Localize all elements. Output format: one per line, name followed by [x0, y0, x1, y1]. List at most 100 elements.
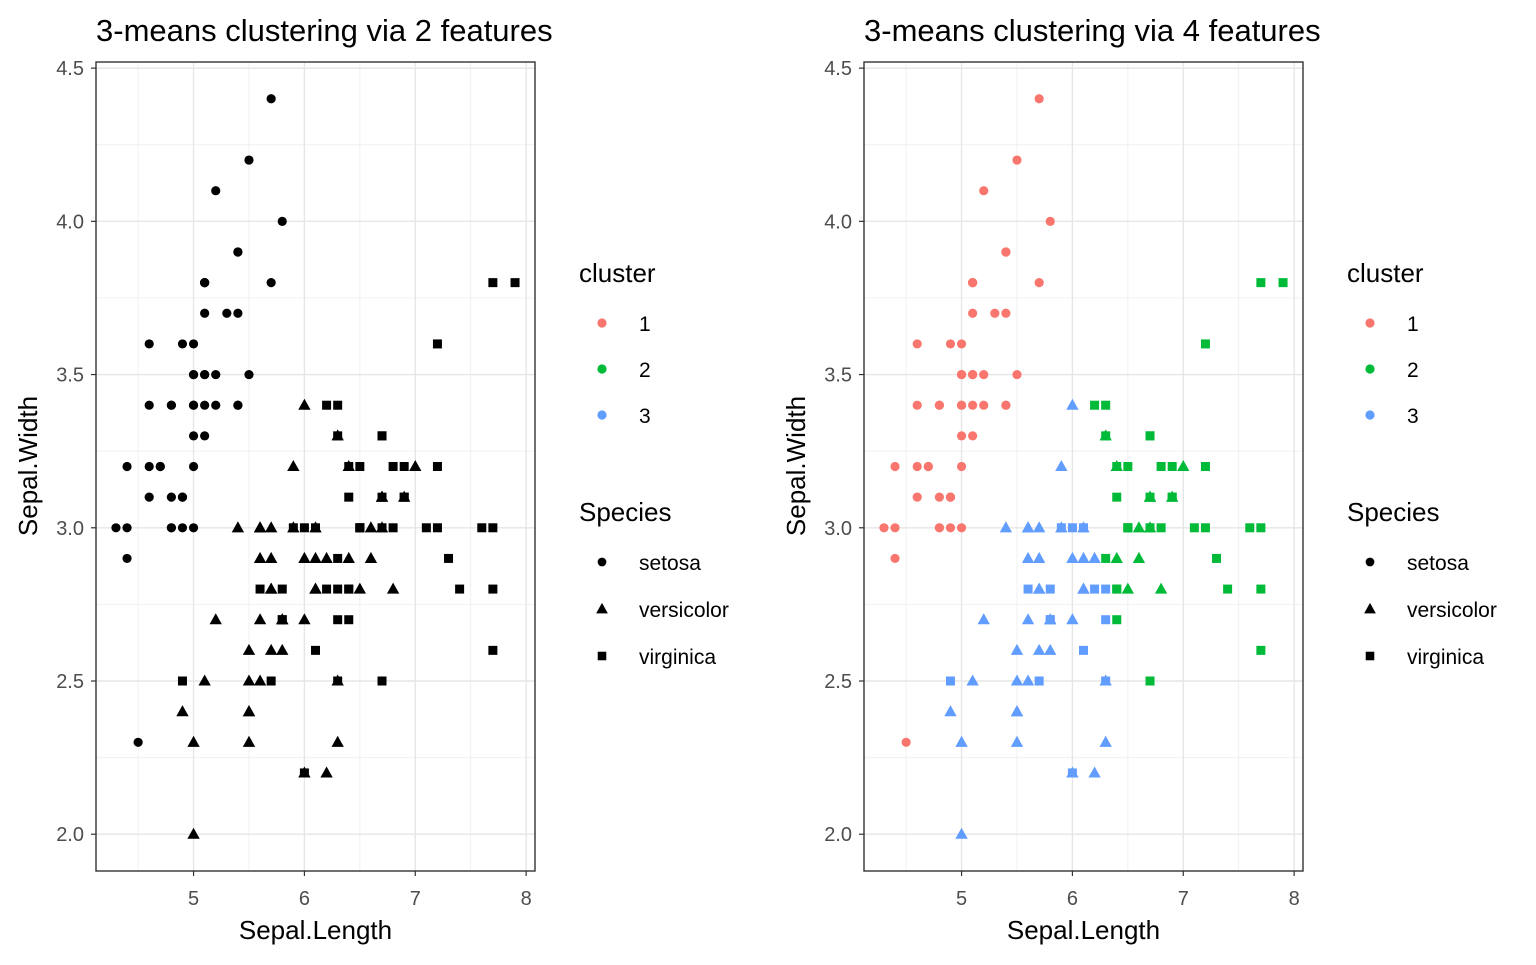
data-point [432, 339, 442, 349]
data-point [166, 400, 176, 410]
data-point [432, 523, 442, 533]
data-point [1212, 553, 1222, 563]
x-tick-label: 8 [521, 888, 532, 910]
data-point [455, 584, 465, 594]
panel-2: 5 6 7 8 2.0 2.5 3.0 3.5 4.0 4.5 3-means clustering… [781, 13, 1497, 945]
data-point [1045, 584, 1055, 594]
data-point [277, 216, 287, 226]
data-point [333, 553, 343, 563]
data-point [187, 827, 200, 839]
data-point [968, 400, 978, 410]
legend-label-species: versicolor [1407, 599, 1497, 622]
data-point [968, 278, 978, 288]
legend-label-cluster: 1 [639, 313, 651, 336]
data-point [298, 398, 311, 410]
y-tick-label: 3.0 [824, 518, 852, 540]
data-point [353, 582, 367, 594]
data-point [399, 492, 409, 502]
data-point [200, 431, 210, 441]
legend-key-virginica [597, 651, 607, 661]
data-point [956, 431, 967, 441]
data-point [1167, 492, 1177, 502]
data-point [198, 674, 211, 686]
data-point [298, 613, 311, 625]
data-point [999, 521, 1013, 533]
data-point [1010, 735, 1024, 747]
data-point [122, 461, 132, 472]
data-point [1067, 523, 1077, 533]
data-point [231, 521, 245, 533]
data-point [956, 523, 967, 533]
data-point [912, 339, 922, 349]
data-point [1177, 460, 1190, 472]
data-point [1101, 676, 1111, 686]
data-point [1256, 523, 1266, 533]
data-point [242, 674, 256, 686]
data-point [1021, 521, 1035, 533]
data-point [934, 400, 944, 410]
data-point [344, 462, 354, 471]
data-point [1032, 643, 1046, 655]
y-tick-label: 4.5 [824, 58, 852, 80]
data-point [264, 643, 278, 655]
data-point [912, 400, 922, 410]
data-point [1077, 551, 1090, 563]
data-point [255, 584, 265, 594]
legend-key-cluster-2 [1365, 364, 1375, 374]
data-point [1112, 492, 1122, 502]
data-point [277, 615, 287, 625]
data-point [1278, 278, 1288, 288]
data-point [934, 523, 944, 533]
data-point [1088, 551, 1101, 563]
data-point [1066, 551, 1079, 563]
data-point [1090, 400, 1100, 410]
data-point [377, 492, 387, 502]
data-point [1101, 553, 1111, 563]
data-point [344, 492, 354, 502]
legend-label-cluster: 3 [1407, 405, 1419, 428]
data-point [177, 492, 188, 502]
data-point [344, 615, 354, 625]
data-point [912, 492, 922, 502]
data-point [200, 369, 210, 380]
data-point [432, 462, 442, 471]
data-point [1245, 523, 1255, 533]
data-point [266, 94, 276, 104]
data-point [176, 705, 189, 717]
data-point [166, 523, 176, 533]
data-point [144, 339, 154, 349]
data-point [968, 308, 978, 318]
legend-key-setosa [597, 557, 607, 567]
data-point [1256, 584, 1266, 594]
data-point [1034, 94, 1044, 104]
legend-label-species: setosa [639, 552, 701, 575]
data-point [264, 551, 278, 563]
data-point [1223, 584, 1233, 594]
data-point [1145, 492, 1155, 502]
data-point [298, 551, 311, 563]
data-point [253, 551, 267, 563]
data-point [309, 551, 322, 563]
data-point [377, 523, 387, 533]
data-point [1077, 582, 1090, 594]
data-point [1001, 308, 1011, 318]
data-point [177, 339, 188, 349]
data-point [233, 308, 243, 318]
data-point [1200, 523, 1210, 533]
data-point [333, 676, 343, 686]
data-point [945, 676, 955, 686]
legend-label-cluster: 2 [639, 359, 651, 382]
data-point [477, 523, 487, 533]
data-point [1145, 676, 1155, 686]
data-point [1101, 431, 1111, 441]
data-point [311, 645, 320, 655]
data-point [1200, 339, 1210, 349]
legend-label-cluster: 2 [1407, 359, 1419, 382]
data-point [956, 461, 967, 472]
data-point [1021, 551, 1035, 563]
data-point [309, 582, 322, 594]
legend-title-species: Species [1347, 497, 1440, 527]
data-point [244, 369, 254, 380]
data-point [188, 369, 199, 380]
data-point [968, 369, 978, 380]
